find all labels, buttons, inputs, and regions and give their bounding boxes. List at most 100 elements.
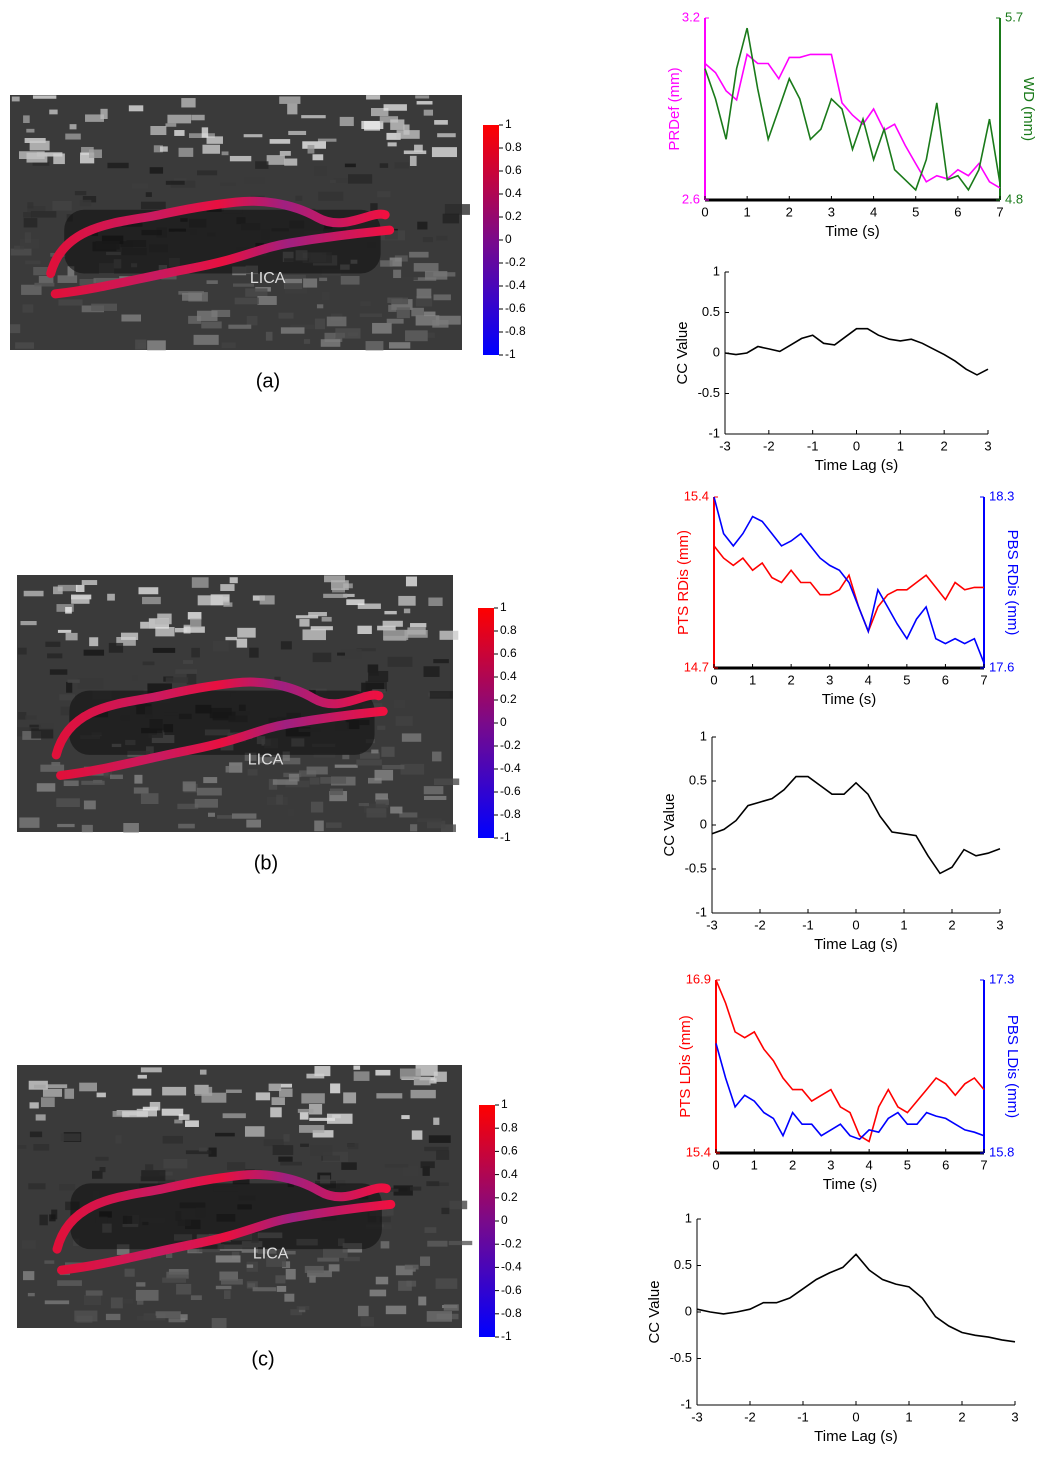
image-texture [245,288,268,297]
x-tick-label: 3 [828,204,835,219]
x-tick-label: 6 [954,204,961,219]
image-texture [401,733,422,742]
image-texture [418,1296,427,1306]
image-texture [203,777,218,784]
y-tick-label: -0.5 [698,385,720,400]
image-texture [49,1214,56,1222]
image-texture [357,625,372,634]
image-texture [432,319,449,328]
y-tick-label: -1 [695,904,707,919]
image-texture [174,130,185,136]
image-texture [221,151,229,156]
colorbar [479,1105,495,1337]
x-tick-label: -1 [797,1409,809,1424]
image-texture [215,1255,241,1263]
x-tick-label: 0 [710,672,717,687]
image-texture [423,786,444,795]
ultrasound-image [17,575,460,833]
image-texture [279,96,301,104]
image-texture [339,116,354,127]
image-texture [280,641,292,650]
image-texture [309,1144,333,1156]
image-texture [370,108,389,117]
image-texture [220,584,235,592]
image-texture [379,230,406,241]
image-texture [383,635,407,641]
colorbar-tick-label: 0 [501,1213,508,1227]
image-texture [416,101,433,105]
image-texture [398,1280,412,1291]
colorbar-tick-label: 0.6 [500,646,517,660]
image-texture [137,1074,147,1079]
image-texture [84,1294,102,1306]
y-tick-label: 3.2 [682,9,700,24]
x-tick-label: -1 [802,917,814,932]
x-tick-label: 4 [866,1157,873,1172]
image-texture [25,260,41,265]
image-texture [360,301,371,306]
image-texture [371,749,379,754]
x-tick-label: 2 [788,672,795,687]
image-texture [384,1164,409,1168]
image-texture [344,1256,360,1262]
image-texture [74,1310,98,1322]
image-label: LICA [250,270,286,287]
image-texture [198,1147,207,1152]
image-texture [38,275,54,284]
image-texture [325,822,342,828]
image-texture [58,299,83,306]
image-texture [283,1134,290,1142]
image-texture [365,341,384,351]
data-line [713,545,984,634]
image-texture [276,1285,287,1292]
y-tick-label: -1 [708,425,720,440]
x-tick-label: 5 [912,204,919,219]
image-texture [65,632,78,641]
image-texture [323,593,348,598]
image-texture [182,293,202,301]
image-texture [323,1248,348,1258]
image-texture [310,688,327,693]
y-axis-label: PTS LDis (mm) [677,1015,694,1118]
image-texture [281,1250,296,1255]
image-texture [353,1065,361,1070]
image-texture [154,618,170,625]
image-texture [342,754,350,760]
image-texture [225,1089,242,1093]
image-texture [53,586,63,595]
image-texture [375,799,389,808]
image-texture [363,803,386,813]
image-texture [282,1261,291,1269]
image-texture [431,147,458,158]
image-texture [26,152,48,163]
image-texture [21,284,42,295]
image-texture [284,283,308,294]
image-texture [343,593,355,597]
image-texture [140,621,149,629]
image-texture [27,202,34,209]
image-texture [221,342,236,348]
image-texture [381,746,395,757]
image-texture [15,342,34,349]
image-texture [223,602,233,607]
image-texture [57,629,72,633]
x-tick-label: 6 [942,1157,949,1172]
image-texture [42,1088,63,1097]
image-texture [432,751,442,762]
image-texture [424,1227,437,1233]
image-texture [21,1240,36,1249]
image-texture [17,647,27,655]
image-texture [17,1145,27,1149]
image-texture [280,327,305,334]
colorbar-tick-label: -0.2 [501,1236,522,1250]
y-tick-label: 0.5 [674,1257,692,1272]
image-texture [357,603,381,609]
image-texture [85,1290,103,1296]
image-texture [310,626,333,631]
image-texture [384,610,397,615]
colorbar-tick-label: 0.2 [501,1190,518,1204]
image-texture [287,103,298,115]
image-texture [115,1135,122,1144]
colorbar-tick-label: 0 [505,232,512,246]
